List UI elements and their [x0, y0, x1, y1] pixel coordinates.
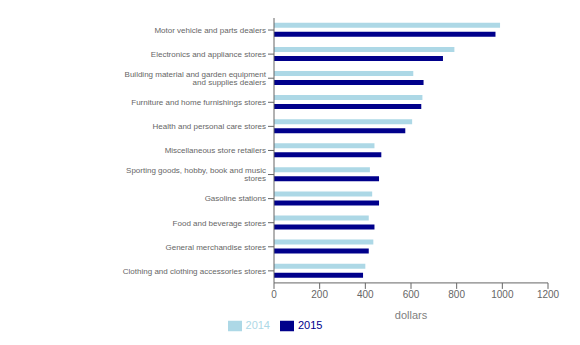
svg-text:Food and beverage stores: Food and beverage stores	[173, 219, 266, 228]
svg-text:1000: 1000	[491, 289, 514, 300]
svg-text:600: 600	[403, 289, 420, 300]
svg-text:dollars: dollars	[395, 309, 428, 321]
svg-text:Sporting goods, hobby, book an: Sporting goods, hobby, book and musicsto…	[126, 166, 266, 183]
svg-text:Miscellaneous store retailers: Miscellaneous store retailers	[165, 146, 266, 155]
html-text:2015: 2015	[298, 318, 323, 331]
svg-text:800: 800	[448, 289, 465, 300]
svg-text:General merchandise stores: General merchandise stores	[166, 243, 267, 252]
html-text:2014: 2014	[245, 318, 270, 331]
svg-text:1200: 1200	[537, 289, 560, 300]
svg-text:Electronics and appliance stor: Electronics and appliance stores	[151, 50, 266, 59]
svg-text:Clothing and clothing accessor: Clothing and clothing accessories stores	[123, 267, 266, 276]
svg-text:Motor vehicle and parts dealer: Motor vehicle and parts dealers	[154, 26, 266, 35]
svg-text:0: 0	[271, 289, 277, 300]
svg-text:Furniture and home furnishings: Furniture and home furnishings stores	[131, 98, 266, 107]
svg-text:Building material and garden e: Building material and garden equipmentan…	[125, 70, 267, 87]
svg-text:200: 200	[311, 289, 328, 300]
svg-text:Gasoline stations: Gasoline stations	[205, 194, 266, 203]
svg-text:400: 400	[357, 289, 374, 300]
svg-text:Health and personal care store: Health and personal care stores	[153, 122, 266, 131]
